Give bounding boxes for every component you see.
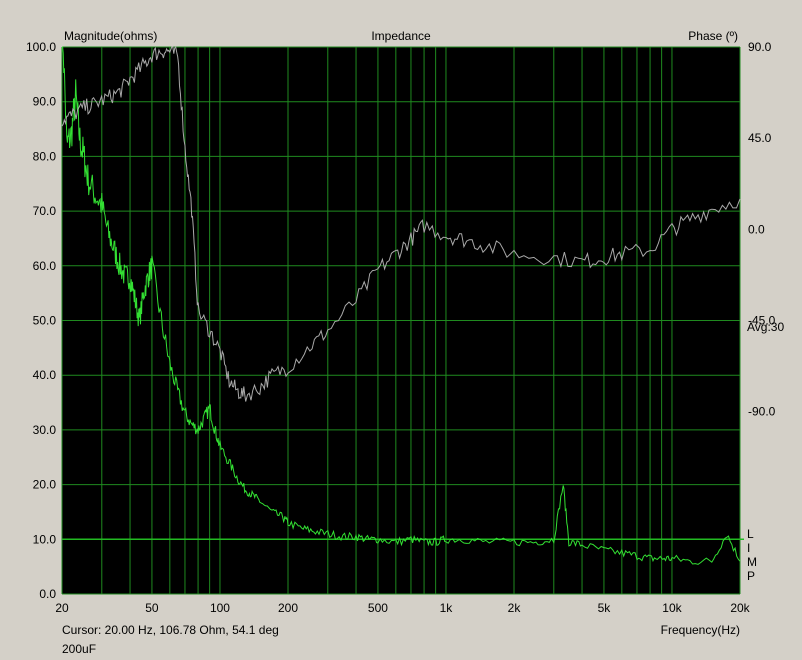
x-tick-label: 2k	[508, 601, 522, 615]
x-tick-label: 200	[278, 601, 298, 615]
x-tick-label: 500	[368, 601, 388, 615]
x-tick-label: 20k	[730, 601, 750, 615]
x-tick-label: 1k	[440, 601, 454, 615]
x-tick-label: 50	[145, 601, 159, 615]
limp-letter-p: P	[747, 569, 755, 583]
magnitude-axis-title: Magnitude(ohms)	[64, 29, 157, 43]
y2-tick-label: 0.0	[748, 222, 765, 236]
y-tick-label: 0.0	[39, 587, 56, 601]
y-tick-label: 60.0	[33, 259, 57, 273]
capacitor-note: 200uF	[62, 642, 96, 656]
y-tick-label: 80.0	[33, 149, 57, 163]
y-tick-label: 100.0	[26, 40, 56, 54]
x-tick-label: 20	[55, 601, 69, 615]
y-tick-label: 20.0	[33, 478, 57, 492]
y-tick-label: 30.0	[33, 423, 57, 437]
y-tick-label: 90.0	[33, 95, 57, 109]
x-tick-label: 5k	[598, 601, 612, 615]
phase-axis-title: Phase (º)	[688, 29, 738, 43]
limp-letter-l: L	[747, 527, 754, 541]
y-tick-label: 50.0	[33, 314, 57, 328]
phase-series-line	[61, 45, 741, 402]
y2-tick-label: -45.0	[748, 314, 776, 328]
y2-tick-label: -90.0	[748, 405, 776, 419]
limp-letter-m: M	[747, 555, 757, 569]
series-layer	[61, 45, 741, 565]
cursor-readout: Cursor: 20.00 Hz, 106.78 Ohm, 54.1 deg	[62, 623, 279, 637]
y-tick-label: 70.0	[33, 204, 57, 218]
x-tick-label: 10k	[662, 601, 682, 615]
y-tick-label: 10.0	[33, 532, 57, 546]
y2-tick-label: 90.0	[748, 40, 772, 54]
axis-labels: 20 50 100 200 500 1k 2k 5k 10k 20k 0.0 10.0 20.0 30.0…	[26, 40, 776, 615]
chart-title: Impedance	[371, 29, 431, 43]
avg-label: Avg:30	[747, 320, 784, 334]
x-axis-title: Frequency(Hz)	[661, 623, 740, 637]
x-tick-label: 100	[210, 601, 230, 615]
y2-tick-label: 45.0	[748, 131, 772, 145]
limp-letter-i: I	[747, 541, 750, 555]
grid	[61, 46, 744, 595]
magnitude-series-line	[62, 46, 741, 565]
y-tick-label: 40.0	[33, 368, 57, 382]
